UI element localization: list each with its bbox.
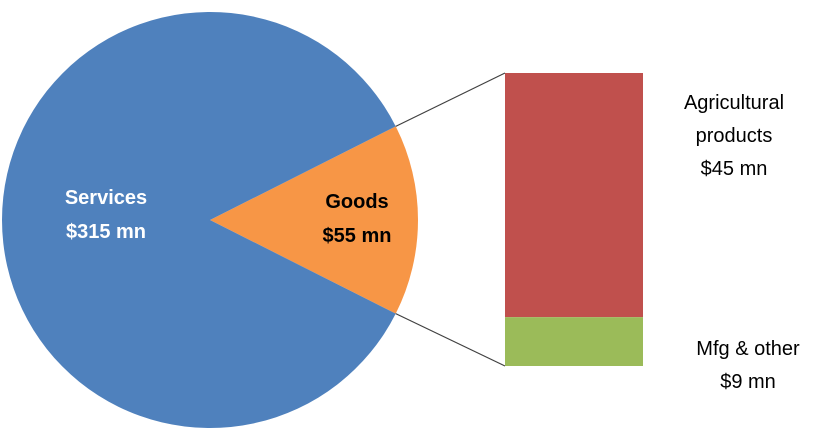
pie-slice-services [2,12,396,429]
pie-label-goods: Goods $55 mn [323,191,392,247]
bar-segment-mfg [505,317,643,366]
bar-label-mfg: Mfg & other $9 mn [696,338,800,393]
pie-slice-goods [210,126,419,314]
connector-line-bottom [395,313,506,367]
chart-labels: Services $315 mn Goods $55 mn Agricultural pr… [65,92,800,393]
connector-lines [395,72,506,367]
pie-label-services: Services $315 mn [65,187,147,243]
breakdown-bar [505,73,643,366]
bar-label-agricultural: Agricultural products $45 mn [684,92,784,180]
connector-line-top [395,72,506,127]
bar-segment-agricultural [505,73,643,318]
pie-slices [2,12,419,429]
